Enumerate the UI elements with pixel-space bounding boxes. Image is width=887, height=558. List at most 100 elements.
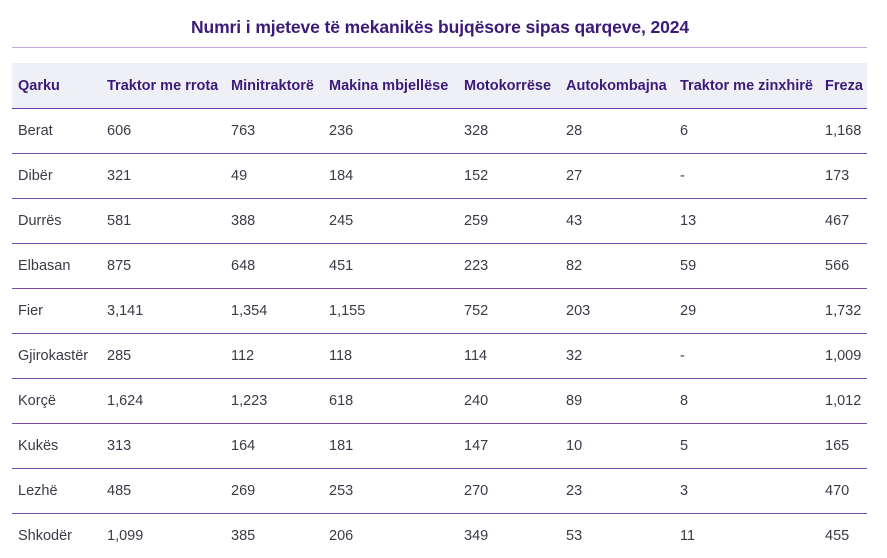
value-cell: 1,009 xyxy=(819,334,867,379)
value-cell: 240 xyxy=(458,379,560,424)
value-cell: 164 xyxy=(225,424,323,469)
column-header: Qarku xyxy=(12,63,101,109)
value-cell: 1,624 xyxy=(101,379,225,424)
value-cell: 203 xyxy=(560,289,674,334)
value-cell: 388 xyxy=(225,199,323,244)
region-cell: Lezhë xyxy=(12,469,101,514)
value-cell: 485 xyxy=(101,469,225,514)
value-cell: - xyxy=(674,334,819,379)
value-cell: 223 xyxy=(458,244,560,289)
value-cell: 269 xyxy=(225,469,323,514)
value-cell: 1,155 xyxy=(323,289,458,334)
value-cell: 118 xyxy=(323,334,458,379)
value-cell: 451 xyxy=(323,244,458,289)
value-cell: 1,012 xyxy=(819,379,867,424)
value-cell: 28 xyxy=(560,109,674,154)
value-cell: 321 xyxy=(101,154,225,199)
title-divider xyxy=(12,47,867,48)
column-header: Makina mbjellëse xyxy=(323,63,458,109)
region-cell: Durrës xyxy=(12,199,101,244)
value-cell: 313 xyxy=(101,424,225,469)
region-cell: Shkodër xyxy=(12,514,101,558)
value-cell: 1,354 xyxy=(225,289,323,334)
value-cell: 385 xyxy=(225,514,323,558)
value-cell: 8 xyxy=(674,379,819,424)
value-cell: 184 xyxy=(323,154,458,199)
value-cell: 5 xyxy=(674,424,819,469)
value-cell: 270 xyxy=(458,469,560,514)
region-cell: Berat xyxy=(12,109,101,154)
value-cell: 82 xyxy=(560,244,674,289)
column-header: Motokorrëse xyxy=(458,63,560,109)
value-cell: 470 xyxy=(819,469,867,514)
value-cell: 467 xyxy=(819,199,867,244)
value-cell: 1,732 xyxy=(819,289,867,334)
column-header: Autokombajna xyxy=(560,63,674,109)
value-cell: 112 xyxy=(225,334,323,379)
region-cell: Gjirokastër xyxy=(12,334,101,379)
value-cell: 236 xyxy=(323,109,458,154)
value-cell: 13 xyxy=(674,199,819,244)
column-header: Minitraktorë xyxy=(225,63,323,109)
value-cell: 11 xyxy=(674,514,819,558)
value-cell: 285 xyxy=(101,334,225,379)
value-cell: 6 xyxy=(674,109,819,154)
value-cell: 253 xyxy=(323,469,458,514)
value-cell: 27 xyxy=(560,154,674,199)
value-cell: 1,223 xyxy=(225,379,323,424)
value-cell: 1,099 xyxy=(101,514,225,558)
value-cell: 89 xyxy=(560,379,674,424)
value-cell: 114 xyxy=(458,334,560,379)
value-cell: 53 xyxy=(560,514,674,558)
value-cell: 206 xyxy=(323,514,458,558)
value-cell: 3 xyxy=(674,469,819,514)
column-header: Freza xyxy=(819,63,867,109)
value-cell: 245 xyxy=(323,199,458,244)
value-cell: 147 xyxy=(458,424,560,469)
table-title: Numri i mjeteve të mekanikës bujqësore s… xyxy=(0,17,880,38)
value-cell: 165 xyxy=(819,424,867,469)
value-cell: 455 xyxy=(819,514,867,558)
value-cell: - xyxy=(674,154,819,199)
value-cell: 32 xyxy=(560,334,674,379)
column-header: Traktor me rrota xyxy=(101,63,225,109)
value-cell: 10 xyxy=(560,424,674,469)
column-header: Traktor me zinxhirë xyxy=(674,63,819,109)
region-cell: Korçë xyxy=(12,379,101,424)
region-cell: Elbasan xyxy=(12,244,101,289)
value-cell: 752 xyxy=(458,289,560,334)
value-cell: 618 xyxy=(323,379,458,424)
value-cell: 23 xyxy=(560,469,674,514)
region-cell: Dibër xyxy=(12,154,101,199)
value-cell: 648 xyxy=(225,244,323,289)
value-cell: 152 xyxy=(458,154,560,199)
value-cell: 43 xyxy=(560,199,674,244)
value-cell: 349 xyxy=(458,514,560,558)
value-cell: 875 xyxy=(101,244,225,289)
value-cell: 181 xyxy=(323,424,458,469)
value-cell: 763 xyxy=(225,109,323,154)
value-cell: 49 xyxy=(225,154,323,199)
value-cell: 606 xyxy=(101,109,225,154)
value-cell: 1,168 xyxy=(819,109,867,154)
value-cell: 328 xyxy=(458,109,560,154)
value-cell: 59 xyxy=(674,244,819,289)
region-cell: Fier xyxy=(12,289,101,334)
region-cell: Kukës xyxy=(12,424,101,469)
value-cell: 29 xyxy=(674,289,819,334)
value-cell: 581 xyxy=(101,199,225,244)
value-cell: 3,141 xyxy=(101,289,225,334)
value-cell: 566 xyxy=(819,244,867,289)
value-cell: 259 xyxy=(458,199,560,244)
